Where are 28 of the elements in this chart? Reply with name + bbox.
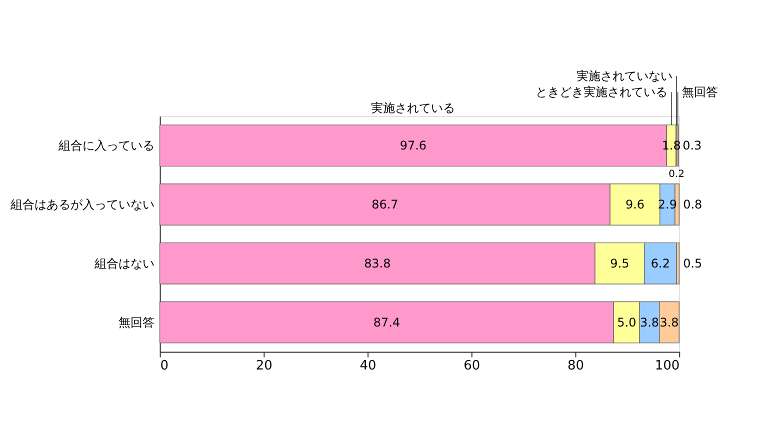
data-label: 9.5 [610,256,630,270]
y-tick-label: 無回答 [118,315,154,330]
data-label: 6.2 [650,256,670,270]
text: 実施されていない [576,69,673,84]
data-label: 9.6 [625,197,645,212]
x-tick-label: 0 [160,358,169,374]
x-tick-label: 60 [464,358,480,374]
series-label: 実施されている [371,101,456,116]
data-label: 0.5 [683,256,702,270]
data-label: 86.7 [372,197,398,212]
x-tick-label: 20 [256,358,272,374]
data-label: 83.8 [364,256,391,270]
text: ときどき実施されている [535,85,668,100]
data-label: 3.8 [640,315,660,330]
data-label: 3.8 [660,315,679,330]
data-label: 5.0 [617,315,636,330]
text: 無回答 [682,85,718,100]
data-label: 97.6 [400,138,427,153]
y-tick-label: 組合はない [93,256,154,270]
y-tick-label: 組合に入っている [57,138,154,153]
x-tick-label: 100 [654,358,680,374]
data-label: 0.2 [668,169,684,180]
y-tick-label: 組合はあるが入っていない [9,197,154,212]
data-label: 87.4 [373,315,400,330]
x-tick-label: 80 [568,358,584,374]
data-label: 0.8 [683,197,702,212]
data-label: 0.3 [682,138,702,153]
x-tick-label: 40 [360,358,376,374]
